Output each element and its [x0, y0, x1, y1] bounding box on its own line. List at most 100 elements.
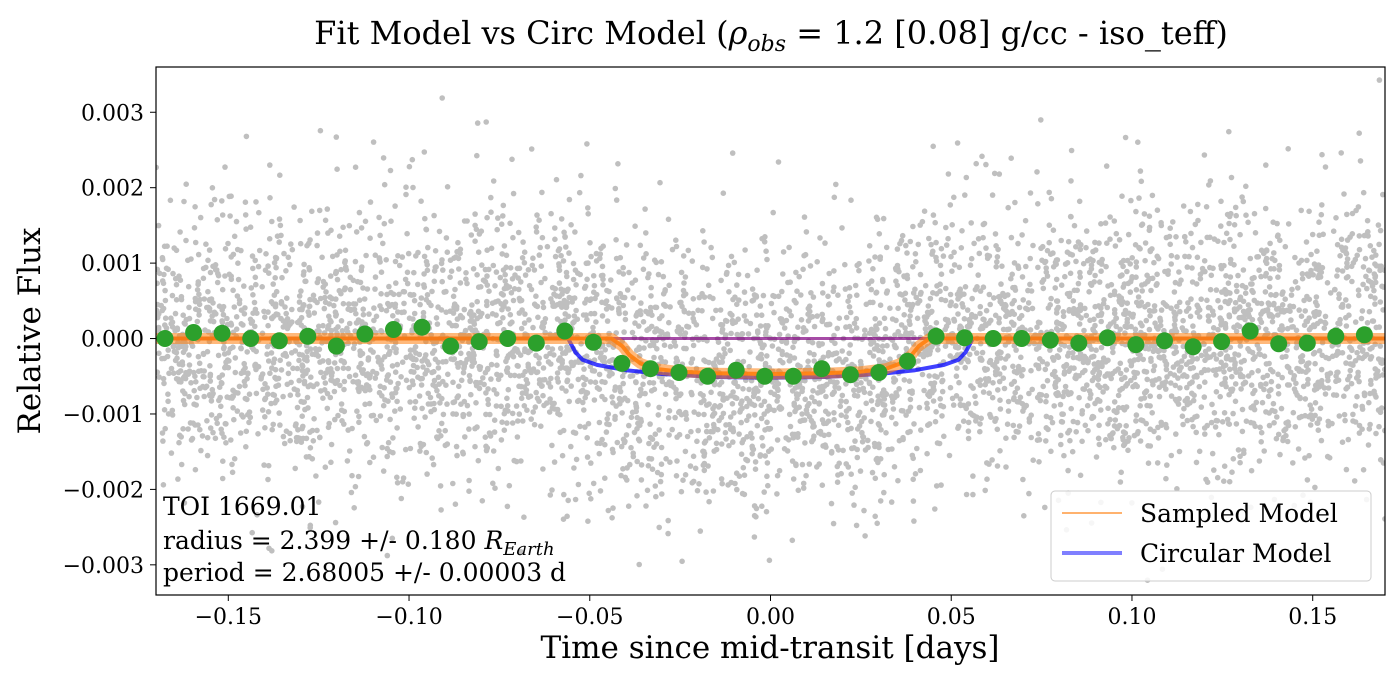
raw-point: [618, 472, 624, 479]
raw-point: [358, 360, 364, 367]
raw-point: [233, 314, 240, 320]
raw-point: [621, 329, 627, 335]
raw-point: [559, 385, 565, 391]
raw-point: [852, 438, 858, 444]
raw-point: [175, 476, 181, 482]
raw-point: [458, 350, 464, 357]
raw-point: [1359, 406, 1366, 412]
raw-point: [1022, 217, 1029, 224]
raw-point: [705, 463, 711, 469]
raw-point: [1351, 478, 1358, 484]
raw-point: [1304, 477, 1311, 483]
raw-point: [569, 299, 575, 305]
raw-point: [1284, 347, 1290, 354]
raw-point: [907, 238, 914, 245]
raw-point: [1019, 373, 1025, 379]
raw-point: [1154, 281, 1160, 287]
raw-point: [789, 458, 796, 464]
raw-point: [1077, 302, 1084, 308]
raw-point: [816, 461, 822, 467]
raw-point: [1134, 383, 1140, 390]
raw-point: [909, 452, 916, 459]
raw-point: [891, 342, 898, 349]
raw-point: [680, 253, 687, 259]
raw-point: [1296, 307, 1302, 313]
raw-point: [244, 396, 250, 403]
raw-point: [1338, 150, 1344, 156]
raw-point: [1373, 371, 1379, 378]
raw-point: [636, 561, 642, 568]
raw-point: [603, 298, 610, 304]
raw-point: [1157, 355, 1164, 361]
raw-point: [228, 437, 234, 443]
raw-point: [861, 507, 867, 514]
raw-point: [1309, 231, 1316, 238]
raw-point: [614, 439, 621, 446]
raw-point: [784, 448, 791, 454]
raw-point: [556, 293, 563, 300]
raw-point: [415, 249, 421, 256]
raw-point: [314, 242, 320, 249]
raw-point: [721, 346, 727, 352]
raw-point: [783, 340, 790, 346]
raw-point: [691, 409, 697, 415]
raw-point: [1257, 424, 1263, 431]
raw-point: [1080, 260, 1087, 267]
raw-point: [749, 286, 756, 292]
raw-point: [1040, 277, 1047, 283]
raw-point: [820, 290, 826, 296]
raw-point: [1188, 296, 1194, 302]
raw-point: [573, 456, 580, 463]
raw-point: [190, 369, 197, 376]
raw-point: [468, 391, 474, 398]
raw-point: [951, 194, 957, 201]
raw-point: [1269, 255, 1275, 262]
raw-point: [706, 401, 712, 407]
raw-point: [1316, 219, 1322, 225]
raw-point: [840, 447, 846, 454]
raw-point: [1314, 385, 1320, 392]
raw-point: [522, 272, 529, 278]
raw-point: [1302, 308, 1308, 314]
raw-point: [963, 491, 970, 498]
raw-point: [1367, 390, 1373, 397]
raw-point: [216, 412, 223, 419]
raw-point: [1133, 412, 1140, 418]
raw-point: [1197, 275, 1204, 282]
raw-point: [605, 507, 612, 514]
raw-point: [390, 435, 396, 441]
raw-point: [1198, 404, 1205, 410]
raw-point: [830, 390, 836, 397]
raw-point: [375, 354, 381, 361]
raw-point: [542, 275, 548, 282]
raw-point: [703, 428, 710, 435]
raw-point: [1233, 282, 1240, 289]
raw-point: [1210, 325, 1217, 331]
raw-point: [1256, 346, 1262, 352]
raw-point: [791, 402, 798, 409]
raw-point: [715, 426, 721, 433]
raw-point: [646, 379, 653, 386]
raw-point: [910, 223, 916, 230]
raw-point: [517, 352, 524, 359]
raw-point: [208, 412, 215, 418]
raw-point: [831, 332, 837, 339]
raw-point: [997, 298, 1004, 304]
raw-point: [584, 276, 590, 283]
raw-point: [652, 431, 659, 438]
raw-point: [287, 430, 293, 437]
raw-point: [877, 302, 884, 309]
raw-point: [616, 269, 622, 275]
raw-point: [1099, 363, 1105, 370]
raw-point: [159, 430, 166, 436]
raw-point: [704, 266, 710, 272]
raw-point: [634, 458, 640, 465]
raw-point: [509, 276, 516, 282]
raw-point: [1228, 210, 1234, 217]
raw-point: [741, 289, 748, 295]
raw-point: [1196, 314, 1203, 320]
raw-point: [1272, 292, 1279, 299]
raw-point: [848, 471, 854, 478]
raw-point: [269, 426, 276, 433]
raw-point: [1119, 193, 1125, 199]
